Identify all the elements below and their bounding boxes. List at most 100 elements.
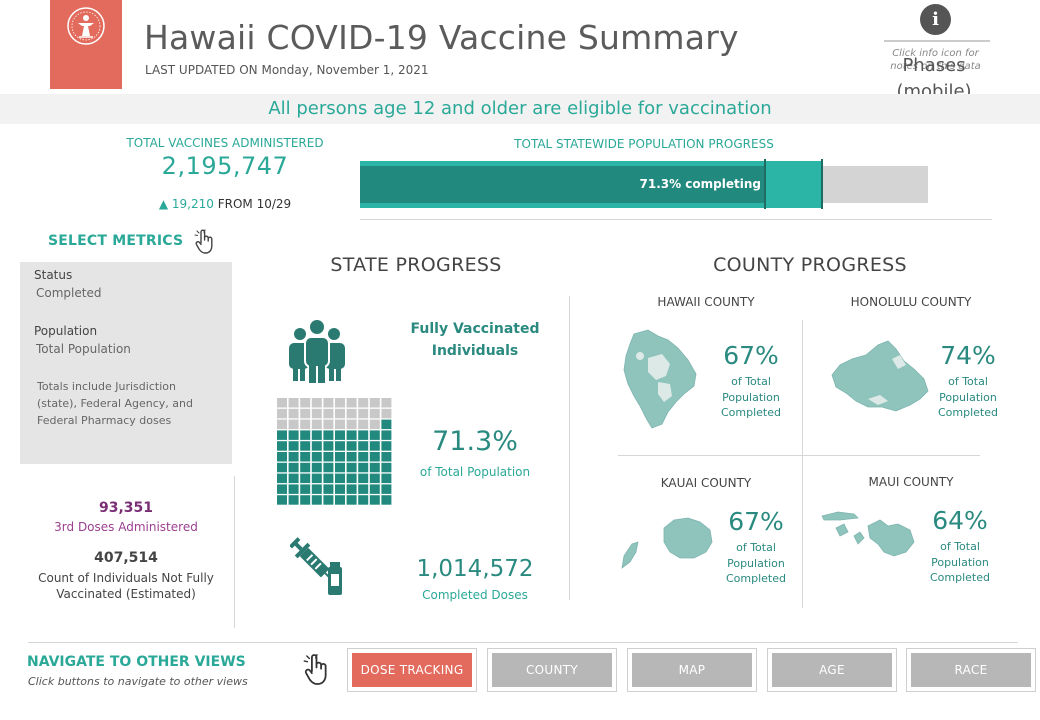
waffle-cell-filled xyxy=(369,484,380,494)
totals-note: Totals include Jurisdiction (state), Fed… xyxy=(37,380,193,427)
select-metrics-title: SELECT METRICS xyxy=(48,233,184,249)
population-progress-text: 71.3% completing xyxy=(639,177,762,191)
age-button[interactable]: AGE xyxy=(767,648,897,692)
maui-county-label: of Total Population Completed xyxy=(930,540,990,584)
maui-county-pct: 64% xyxy=(932,506,988,535)
pointer-hand-icon xyxy=(194,229,213,254)
waffle-cell-filled xyxy=(335,484,345,494)
waffle-cell-filled xyxy=(323,462,334,473)
waffle-cell-filled xyxy=(300,452,311,462)
waffle-cell-empty xyxy=(358,408,369,419)
waffle-cell-filled xyxy=(346,452,357,462)
completed-doses-value: 1,014,572 xyxy=(416,556,534,582)
waffle-cell-filled xyxy=(335,441,345,451)
age-button-label[interactable]: AGE xyxy=(772,653,892,687)
county-button-label[interactable]: COUNTY xyxy=(492,653,612,687)
waffle-cell-filled xyxy=(277,484,287,494)
waffle-cell-filled xyxy=(369,473,380,484)
waffle-cell-filled xyxy=(358,473,369,484)
waffle-cell-filled xyxy=(381,441,392,451)
map-button-label[interactable]: MAP xyxy=(632,653,752,687)
kauai-county-map[interactable] xyxy=(616,516,716,572)
waffle-cell-filled xyxy=(381,484,392,494)
up-arrow-icon: ▲ xyxy=(158,197,169,211)
maui-county-name: MAUI COUNTY xyxy=(868,475,954,489)
dose-tracking-button-label[interactable]: DOSE TRACKING xyxy=(352,653,472,687)
state-pct-label: of Total Population xyxy=(419,465,531,479)
waffle-cell-filled xyxy=(311,484,322,494)
waffle-cell-filled xyxy=(358,430,369,440)
waffle-cell-empty xyxy=(300,398,311,408)
map-button[interactable]: MAP xyxy=(627,648,757,692)
waffle-cell-empty xyxy=(358,398,369,408)
population-label: Population xyxy=(34,324,98,338)
waffle-cell-filled xyxy=(311,441,322,451)
race-button[interactable]: RACE xyxy=(906,648,1036,692)
race-button-label[interactable]: RACE xyxy=(911,653,1031,687)
waffle-cell-filled xyxy=(300,430,311,440)
waffle-cell-filled xyxy=(335,452,345,462)
total-vaccines-delta: ▲ 19,210 FROM 10/29 xyxy=(100,197,350,211)
waffle-cell-empty xyxy=(369,408,380,419)
eligibility-banner-text: All persons age 12 and older are eligibl… xyxy=(268,98,772,119)
progress-marker-completed xyxy=(764,159,766,209)
waffle-cell-empty xyxy=(288,408,299,419)
divider xyxy=(234,476,235,628)
waffle-cell-empty xyxy=(311,419,322,430)
waffle-cell-filled xyxy=(346,430,357,440)
honolulu-county-label: of Total Population Completed xyxy=(938,375,998,419)
third-doses-label: 3rd Doses Administered xyxy=(54,520,198,534)
waffle-cell-filled xyxy=(277,473,287,484)
waffle-cell-empty xyxy=(300,408,311,419)
eligibility-banner xyxy=(0,94,1040,124)
hawaii-county-map[interactable] xyxy=(618,326,702,430)
county-button[interactable]: COUNTY xyxy=(487,648,617,692)
waffle-cell-filled xyxy=(323,484,334,494)
waffle-cell-filled xyxy=(311,452,322,462)
waffle-cell-filled xyxy=(346,473,357,484)
kauai-county-name: KAUAI COUNTY xyxy=(660,476,752,490)
maui-county-map[interactable] xyxy=(818,506,918,564)
dose-tracking-button[interactable]: DOSE TRACKING xyxy=(347,648,477,692)
waffle-cell-filled xyxy=(288,473,299,484)
population-selector[interactable]: Total Population xyxy=(36,342,131,356)
syringe-vial-icon xyxy=(290,537,342,595)
status-selector[interactable]: Completed xyxy=(36,286,102,300)
waffle-cell-filled xyxy=(381,495,392,505)
waffle-cell-empty xyxy=(369,398,380,408)
waffle-cell-empty xyxy=(277,408,287,419)
waffle-cell-filled xyxy=(288,495,299,505)
honolulu-county-map[interactable] xyxy=(822,335,932,415)
total-vaccines-value: 2,195,747 xyxy=(161,152,289,180)
waffle-cell-empty xyxy=(346,408,357,419)
waffle-cell-filled xyxy=(300,441,311,451)
info-icon[interactable]: i xyxy=(920,4,951,35)
last-updated: LAST UPDATED ON Monday, November 1, 2021 xyxy=(145,63,429,77)
waffle-cell-filled xyxy=(323,430,334,440)
waffle-cell-filled xyxy=(369,430,380,440)
hawaii-doh-seal-icon xyxy=(67,7,105,45)
third-doses-value: 93,351 xyxy=(98,500,154,516)
waffle-cell-filled xyxy=(288,430,299,440)
waffle-cell-filled xyxy=(381,452,392,462)
waffle-cell-filled xyxy=(277,441,287,451)
delta-value: 19,210 xyxy=(171,197,214,211)
waffle-cell-filled xyxy=(300,462,311,473)
waffle-cell-empty xyxy=(300,419,311,430)
delta-suffix: FROM 10/29 xyxy=(217,197,292,211)
fully-vaccinated-label: Fully Vaccinated Individuals xyxy=(410,321,540,359)
county-progress-title: COUNTY PROGRESS xyxy=(713,254,907,276)
waffle-cell-filled xyxy=(381,419,392,430)
waffle-cell-filled xyxy=(288,484,299,494)
waffle-cell-empty xyxy=(358,419,369,430)
waffle-cell-filled xyxy=(300,473,311,484)
waffle-cell-filled xyxy=(323,452,334,462)
waffle-cell-filled xyxy=(311,495,322,505)
waffle-cell-filled xyxy=(346,462,357,473)
waffle-cell-empty xyxy=(277,398,287,408)
honolulu-county-name: HONOLULU COUNTY xyxy=(850,295,972,309)
waffle-cell-filled xyxy=(311,473,322,484)
waffle-cell-filled xyxy=(288,452,299,462)
waffle-cell-filled xyxy=(369,441,380,451)
waffle-cell-filled xyxy=(335,473,345,484)
